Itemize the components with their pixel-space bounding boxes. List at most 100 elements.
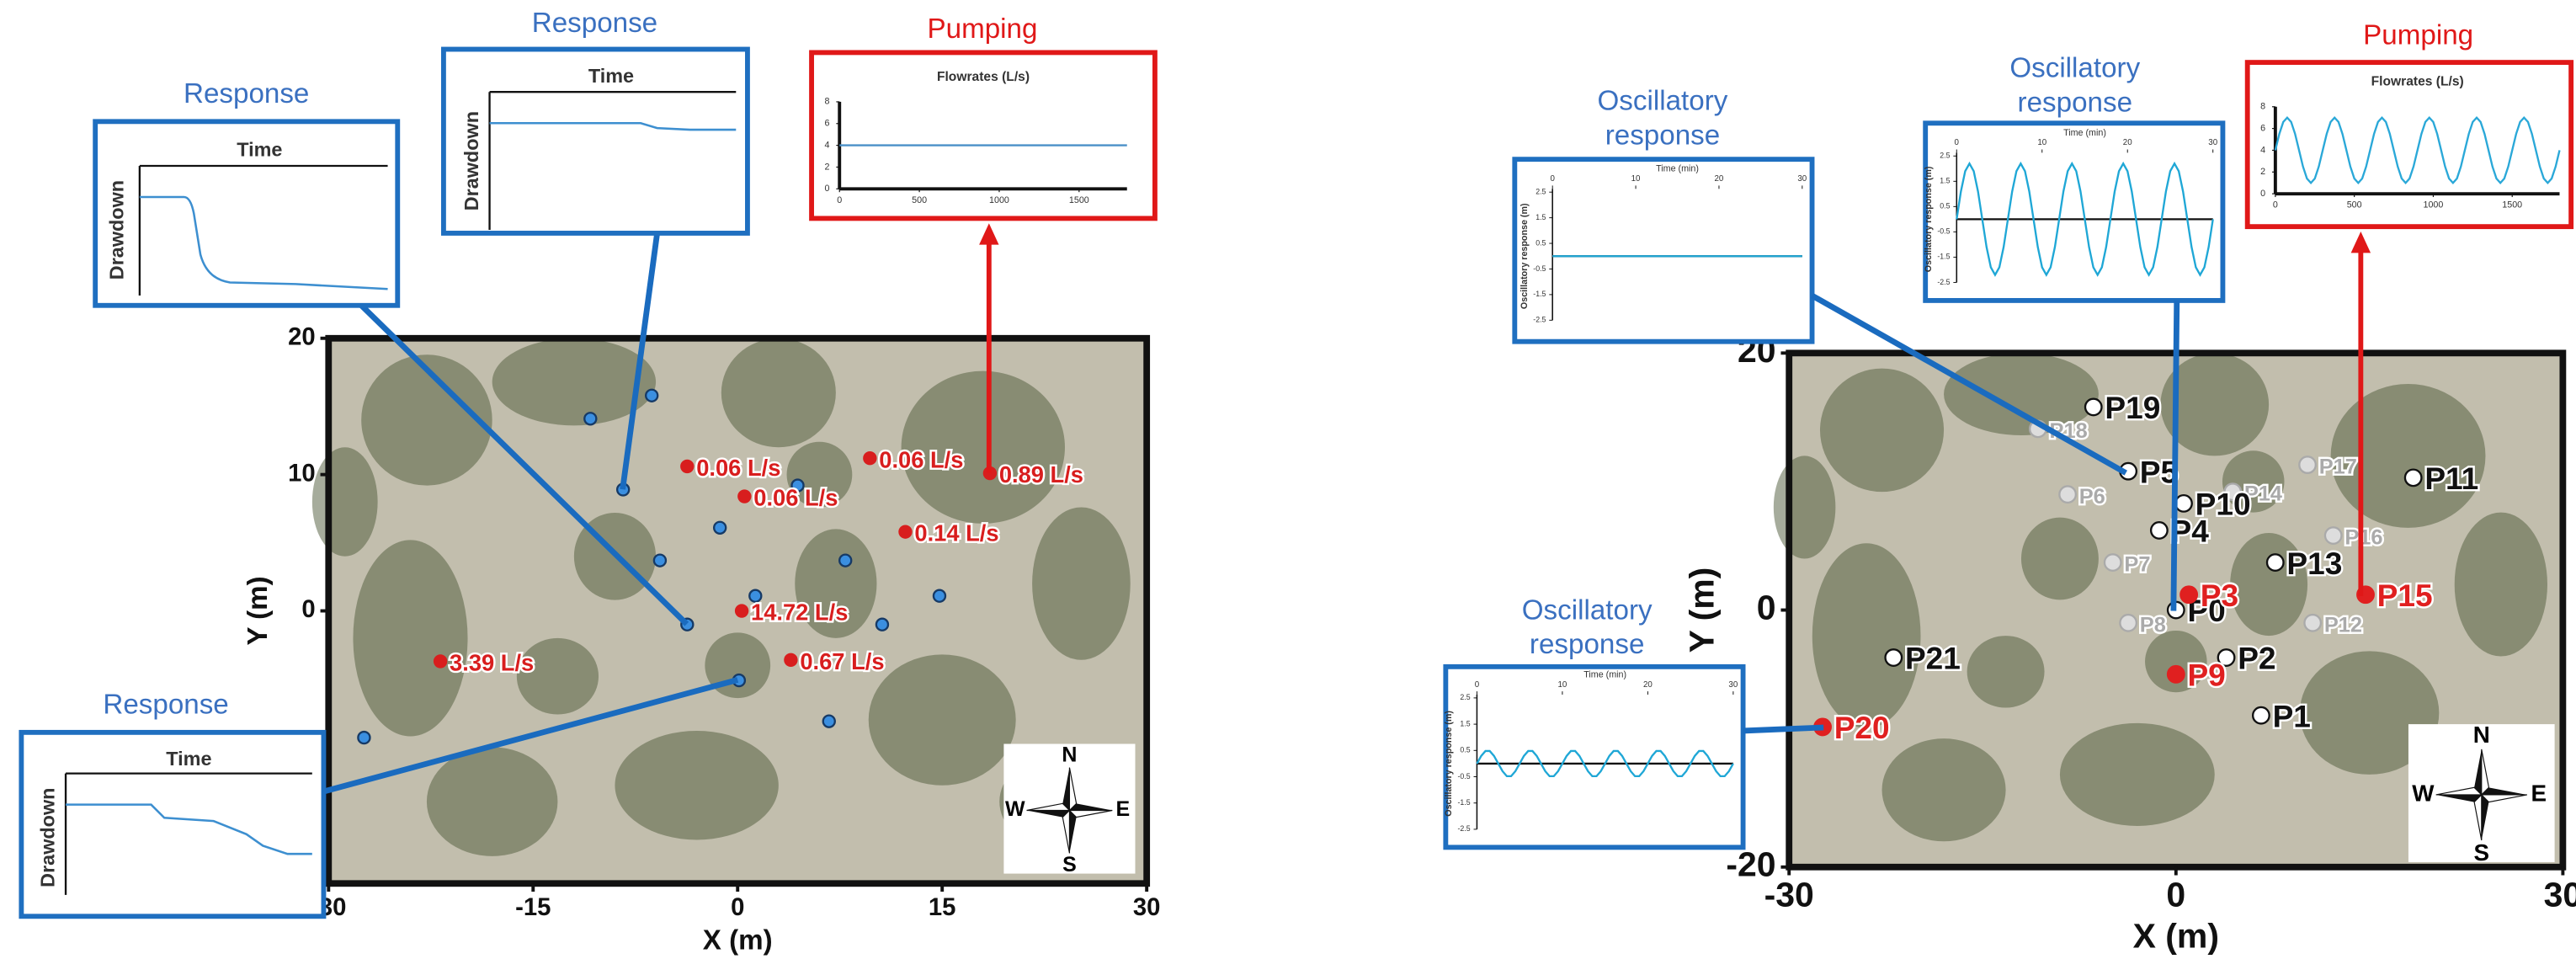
y-tick-label: 4: [2260, 145, 2265, 155]
flowrate-line: [2274, 115, 2561, 184]
x-tick-label: 1500: [1069, 195, 1089, 205]
well: [2303, 613, 2323, 632]
x-tick-label: 20: [1643, 680, 1653, 690]
well: [863, 451, 877, 466]
vegetation: [2160, 353, 2270, 456]
well: [748, 589, 763, 603]
connector: [2170, 300, 2180, 611]
x-tick-label: 30: [2544, 876, 2576, 914]
x-tick-label: 0: [1955, 138, 1960, 147]
inset-subtitle: Flowrates (L/s): [2371, 75, 2464, 89]
inset-title: Pumping: [2363, 19, 2474, 51]
compass-n: N: [2473, 722, 2490, 748]
y-tick-label: -2.5: [1458, 824, 1471, 833]
response-line: [1956, 161, 2214, 277]
x-tick-label: 1000: [2424, 200, 2444, 210]
well: [2265, 553, 2285, 573]
well: [822, 714, 836, 728]
response-inset: Response Time Drawdown: [440, 8, 750, 236]
vegetation: [311, 447, 378, 557]
well: [2298, 456, 2317, 475]
annotations: Response Time Drawdown Response Time Dra…: [19, 8, 2371, 919]
y-tick-label: 8: [2260, 102, 2265, 112]
inset-title: Oscillatory response: [2009, 52, 2141, 119]
compass-star-light: [1026, 767, 1113, 854]
inset-ylabel: Oscillatory response (m): [1924, 166, 1934, 272]
well: [734, 604, 749, 618]
inset-frame: [1923, 120, 2226, 303]
well-label: P8: [2140, 613, 2166, 637]
well-label: P14: [2244, 482, 2282, 506]
compass-star-light: [2435, 749, 2527, 841]
inset-xlabel: Time: [588, 65, 634, 87]
y-tick-label: 0.5: [1460, 746, 1470, 754]
vegetation: [426, 747, 558, 856]
well: [2217, 648, 2236, 667]
well: [357, 730, 371, 745]
y-axis-label: Y (m): [1682, 567, 1721, 653]
well-label: P19: [2105, 390, 2160, 425]
vegetation: [1819, 368, 1945, 493]
x-tick-label: 20: [2123, 138, 2132, 147]
y-tick-label: -0.5: [1458, 772, 1471, 781]
well-label: P9: [2187, 658, 2225, 693]
inset-ylabel: Drawdown: [106, 180, 128, 280]
well-label: 14.72 L/s: [751, 599, 848, 626]
y-tick-label: -1.5: [1533, 290, 1546, 298]
vegetation: [901, 370, 1065, 524]
well-label: P15: [2377, 578, 2433, 613]
compass-s: S: [1062, 853, 1077, 876]
well-label: 3.39 L/s: [450, 650, 534, 676]
compass-e: E: [2531, 780, 2547, 806]
x-tick-label: 500: [912, 195, 927, 205]
well: [737, 489, 752, 503]
y-tick-label: 1.5: [1460, 719, 1470, 727]
well-label: P2: [2238, 641, 2275, 676]
y-tick-label: 0: [1757, 588, 1776, 626]
y-tick-label: 8: [825, 97, 830, 107]
well-label: 0.14 L/s: [914, 520, 998, 546]
x-tick-label: 0: [1475, 680, 1480, 690]
vegetation: [1944, 353, 2099, 435]
well: [2149, 521, 2169, 540]
connector: [359, 303, 689, 626]
well: [2179, 585, 2199, 605]
well-label: P13: [2286, 546, 2342, 581]
well: [2323, 526, 2343, 545]
inset-title-box: Oscillatory response: [2009, 52, 2141, 119]
vegetation: [1773, 456, 1836, 559]
well: [2403, 468, 2423, 487]
well-label: P21: [1905, 641, 1961, 676]
well: [2174, 493, 2193, 513]
inset-frame: [440, 46, 750, 236]
inset-frame: [93, 119, 401, 308]
response-inset: Response Time Drawdown: [93, 78, 401, 308]
vegetation: [492, 338, 657, 426]
connector: [1810, 293, 2127, 476]
inset-title: Response: [532, 8, 657, 39]
inset-ylabel: Drawdown: [460, 111, 482, 210]
y-tick-label: -2.5: [1937, 278, 1950, 286]
x-tick-label: 0: [731, 894, 744, 921]
vegetation: [1967, 636, 2045, 708]
illustrative-curve: [66, 803, 312, 855]
x-tick-label: 20: [1715, 174, 1724, 184]
well: [680, 459, 695, 474]
well-label: 0.67 L/s: [800, 648, 884, 674]
x-tick-label: 500: [2347, 200, 2362, 210]
well: [2166, 664, 2185, 684]
vegetation: [1032, 507, 1131, 660]
response-inset: Response Time Drawdown: [19, 689, 327, 919]
well: [2223, 482, 2243, 502]
x-tick-label: 0: [2273, 200, 2278, 210]
x-tick-label: 15: [929, 894, 956, 921]
arrow-head: [2350, 231, 2371, 253]
well: [644, 388, 659, 402]
y-tick-label: 6: [2260, 123, 2265, 133]
inset-frame: [1443, 663, 1746, 850]
vegetation: [615, 730, 779, 840]
y-tick-label: 10: [288, 460, 316, 487]
well: [712, 520, 727, 535]
y-tick-label: 0: [825, 184, 830, 194]
inset-ylabel: Oscillatory response (m): [1444, 711, 1454, 817]
